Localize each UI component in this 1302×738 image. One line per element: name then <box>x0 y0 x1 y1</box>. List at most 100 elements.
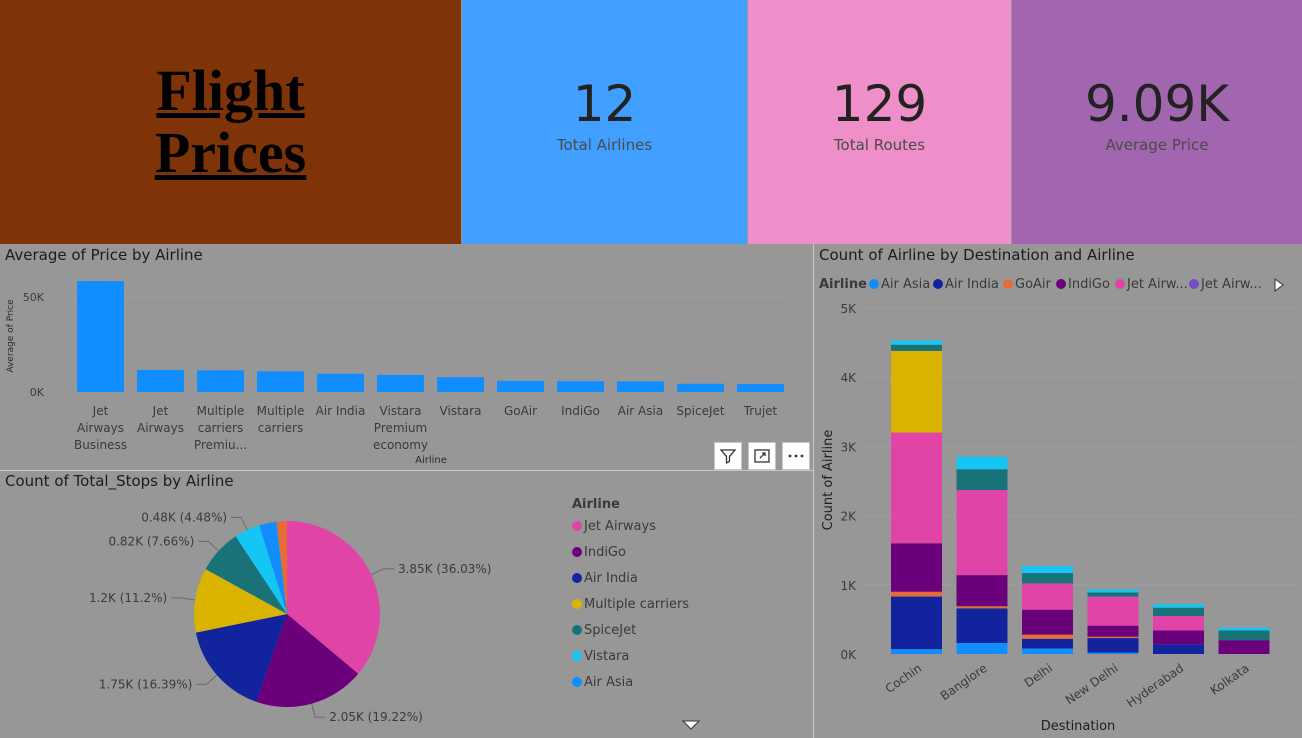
legend-item[interactable]: Air Asia <box>869 277 930 292</box>
bar-segment <box>1087 592 1139 597</box>
bar <box>617 381 664 392</box>
legend-label: Air India <box>584 571 638 586</box>
divider <box>0 470 813 471</box>
kpi-value: 12 <box>572 75 637 133</box>
pie-slice <box>276 521 287 614</box>
stacked-legend-title: Airline <box>819 277 867 292</box>
legend-item[interactable]: Air India <box>933 277 999 292</box>
kpi-value: 9.09K <box>1084 75 1230 133</box>
stacked-chart-title: Count of Airline by Destination and Airl… <box>819 246 1135 264</box>
legend-label: Vistara <box>584 649 630 664</box>
y-tick-label: 1K <box>840 579 857 593</box>
legend-item[interactable]: Jet Airways <box>572 519 656 534</box>
bar-segment <box>1153 607 1204 616</box>
bar-segment <box>956 575 1008 607</box>
legend-marker <box>572 599 582 609</box>
x-tick-label: Cochin <box>883 661 925 696</box>
scroll-down-icon[interactable] <box>681 719 701 731</box>
x-tick-label: Air India <box>316 404 366 418</box>
bar <box>677 383 724 392</box>
bar <box>317 373 364 392</box>
kpi-card-total-routes[interactable]: 129 Total Routes <box>748 0 1011 244</box>
bar-segment <box>1087 596 1139 626</box>
legend-marker <box>1115 279 1125 289</box>
bar <box>197 370 244 392</box>
pie-slice <box>235 525 287 614</box>
pie-slice <box>194 569 287 633</box>
bar <box>497 380 544 392</box>
legend-marker <box>572 573 582 583</box>
legend-item[interactable]: SpiceJet <box>572 623 636 638</box>
bar-segment <box>891 340 942 345</box>
bar-segment <box>1022 583 1073 610</box>
bar <box>77 281 124 392</box>
data-label: 1.75K (16.39%) <box>99 677 193 691</box>
kpi-card-average-price[interactable]: 9.09K Average Price <box>1012 0 1302 244</box>
x-tick-label: Delhi <box>1022 661 1055 690</box>
kpi-label: Total Airlines <box>556 136 653 154</box>
filter-button[interactable] <box>714 442 742 470</box>
average-price-bar-chart[interactable]: 50K 0K Average of Price Airline Jet Airways Bu… <box>0 266 813 470</box>
bar-segment <box>1218 630 1270 641</box>
total-stops-pie-chart[interactable]: 3.85K (36.03%) 2.05K (19.22%) 1.75K (16.39… <box>0 492 560 738</box>
legend-item[interactable]: IndiGo <box>572 545 626 560</box>
legend-marker <box>572 521 582 531</box>
bar-segment <box>1087 652 1139 654</box>
leader-line <box>171 597 196 601</box>
bar-segment <box>1022 573 1073 584</box>
legend-marker <box>572 651 582 661</box>
legend-label: IndiGo <box>584 545 626 560</box>
x-tick-label: SpiceJet <box>676 404 724 418</box>
bar <box>377 374 424 392</box>
legend-label: Jet Airways <box>584 519 656 534</box>
destination-stacked-bar-chart[interactable]: 5K 4K 3K 2K 1K 0K Count of Airline Destination C… <box>814 296 1302 738</box>
bar-segment <box>956 642 1008 654</box>
pie-slice <box>287 521 380 674</box>
y-tick-label: 5K <box>840 302 857 316</box>
legend-marker <box>933 279 943 289</box>
leader-line <box>196 674 218 685</box>
focus-mode-button[interactable] <box>748 442 776 470</box>
legend-item[interactable]: Jet Airw... <box>1189 277 1262 292</box>
legend-item[interactable]: Vistara <box>572 649 629 664</box>
x-tick-label: Jet Airways <box>137 404 184 435</box>
more-options-button[interactable] <box>782 442 810 470</box>
legend-item[interactable]: IndiGo <box>1056 277 1110 292</box>
bar-segment <box>956 489 1008 576</box>
x-tick-label: IndiGo <box>561 404 600 418</box>
x-tick-label: Air Asia <box>618 404 663 418</box>
legend-item[interactable]: Air Asia <box>572 675 633 690</box>
legend-marker <box>869 279 879 289</box>
legend-label: GoAir <box>1015 277 1051 292</box>
legend-label: Jet Airw... <box>1201 277 1262 292</box>
divider <box>813 244 814 738</box>
legend-item[interactable]: Jet Airw... <box>1115 277 1188 292</box>
legend-label: Air Asia <box>584 675 634 690</box>
pie-slice <box>205 536 287 614</box>
focus-mode-icon <box>754 449 770 463</box>
legend-next-icon[interactable] <box>1272 277 1286 293</box>
data-label: 0.48K (4.48%) <box>141 510 227 524</box>
title-tile: Flight Prices <box>0 0 461 244</box>
kpi-label: Total Routes <box>833 136 926 154</box>
data-label: 0.82K (7.66%) <box>108 534 194 548</box>
bar-segment <box>1087 589 1139 593</box>
bar <box>137 369 184 392</box>
more-options-icon <box>788 454 804 458</box>
leader-line <box>311 703 326 718</box>
legend-item[interactable]: Multiple carriers <box>572 597 689 612</box>
y-tick-label: 0K <box>840 648 857 662</box>
legend-label: SpiceJet <box>584 623 637 638</box>
bar-segment <box>891 432 942 544</box>
kpi-card-total-airlines[interactable]: 12 Total Airlines <box>462 0 747 244</box>
bar-segment <box>1022 566 1073 574</box>
legend-item[interactable]: GoAir <box>1003 277 1051 292</box>
legend-item[interactable]: Air India <box>572 571 638 586</box>
bar-segment <box>1153 615 1204 631</box>
kpi-label: Average Price <box>1105 136 1209 154</box>
bar-segment <box>956 469 1008 490</box>
bar-segment <box>1087 625 1139 637</box>
x-tick-label: Vistara <box>440 404 482 418</box>
x-tick-label: Multiple carriers <box>257 404 305 435</box>
data-label: 2.05K (19.22%) <box>329 710 423 724</box>
